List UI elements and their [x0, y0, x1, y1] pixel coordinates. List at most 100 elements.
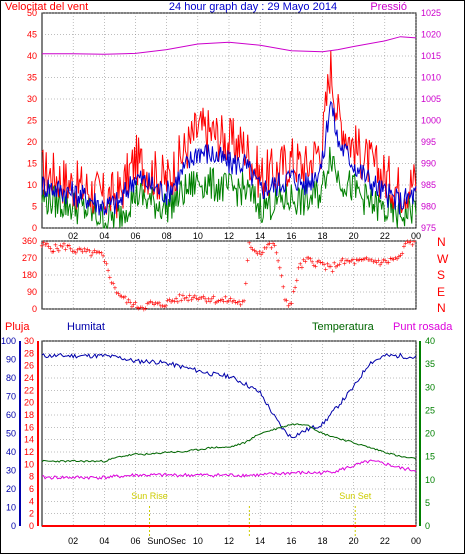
direction-point: +	[48, 244, 53, 253]
direction-point: +	[221, 297, 226, 306]
direction-point: +	[376, 256, 381, 265]
direction-point: +	[289, 299, 294, 308]
direction-point: +	[77, 244, 82, 253]
pressure-y-tick: 1010	[421, 73, 441, 83]
direction-point: +	[148, 297, 153, 306]
humidity-axis-label: Humitat	[67, 321, 105, 333]
direction-point: +	[104, 260, 109, 269]
rain-y-tick: 12	[24, 447, 34, 457]
rain-y-tick: 18	[24, 410, 34, 420]
direction-point: +	[335, 261, 340, 270]
direction-point: +	[179, 296, 184, 305]
direction-point: +	[189, 296, 194, 305]
direction-point: +	[408, 237, 413, 246]
pressure-axis-label: Pressió	[370, 1, 407, 13]
direction-point: +	[395, 255, 400, 264]
direction-point: +	[162, 302, 167, 311]
temp-y-tick: 15	[425, 452, 435, 462]
direction-point: +	[145, 299, 150, 308]
direction-point: +	[296, 264, 301, 273]
humidity-y-tick: 60	[6, 410, 16, 420]
rain-y-tick: 26	[24, 361, 34, 371]
wind-y-tick: 45	[27, 30, 37, 40]
rain-axis-label: Pluja	[5, 321, 30, 333]
temperature-panel: 0102030405060708090100024681012141618202…	[1, 336, 435, 546]
direction-point: +	[94, 248, 99, 257]
sunrise-label: Sun Rise	[131, 491, 168, 501]
direction-point: +	[373, 256, 378, 265]
humidity-line	[41, 352, 417, 439]
rain-y-tick: 8	[29, 472, 34, 482]
direction-point: +	[363, 255, 368, 264]
direction-point: +	[274, 249, 279, 258]
direction-point: +	[278, 263, 283, 272]
direction-point: +	[330, 267, 335, 276]
direction-point: +	[155, 299, 160, 308]
direction-point: +	[152, 300, 157, 309]
direction-point: +	[87, 246, 92, 255]
direction-point: +	[58, 241, 63, 250]
direction-point: +	[303, 257, 308, 266]
direction-point: +	[359, 256, 364, 265]
direction-point: +	[317, 256, 322, 265]
direction-point: +	[213, 298, 218, 307]
direction-point: +	[385, 258, 390, 267]
wind-y-tick: 40	[27, 51, 37, 61]
temperature-x-tick: 18	[317, 536, 327, 546]
temp-y-tick: 10	[425, 475, 435, 485]
pressure-y-tick: 975	[421, 223, 436, 233]
noon-label: SunOSec	[147, 536, 186, 546]
direction-point: +	[288, 299, 293, 308]
temp-y-tick: 30	[425, 382, 435, 392]
direction-point: +	[227, 297, 232, 306]
compass-label: S	[437, 268, 445, 282]
temperature-x-tick: 12	[224, 536, 234, 546]
temperature-x-tick: 00	[411, 536, 421, 546]
direction-point: +	[133, 298, 138, 307]
direction-point: +	[223, 292, 228, 301]
direction-point: +	[347, 257, 352, 266]
temperature-x-tick: 06	[130, 536, 140, 546]
direction-point: +	[131, 300, 136, 309]
direction-point: +	[225, 298, 230, 307]
direction-point: +	[150, 298, 155, 307]
direction-point: +	[203, 294, 208, 303]
direction-point: +	[75, 245, 80, 254]
rain-y-tick: 30	[24, 336, 34, 346]
temp-y-tick: 0	[425, 521, 430, 531]
direction-point: +	[121, 293, 126, 302]
direction-point: +	[402, 242, 407, 251]
direction-point: +	[159, 301, 164, 310]
direction-y-ticks: 0 90 180 270 360	[22, 236, 37, 314]
humidity-y-tick: 70	[6, 392, 16, 402]
direction-point: +	[357, 255, 362, 264]
direction-point: +	[218, 296, 223, 305]
direction-point: +	[91, 248, 96, 257]
chart-title: 24 hour graph day : 29 Mayo 2014	[169, 1, 337, 13]
direction-point: +	[74, 249, 79, 258]
direction-point: +	[381, 255, 386, 264]
direction-point: +	[201, 292, 206, 301]
direction-point: +	[380, 258, 385, 267]
wind-x-tick: 18	[317, 231, 327, 241]
direction-point: +	[233, 298, 238, 307]
direction-point: +	[194, 294, 199, 303]
wind-y-tick: 20	[27, 137, 37, 147]
rain-y-tick: 2	[29, 509, 34, 519]
pressure-y-ticks: 975 980 985 990 995 1000 1005 1010 1015 1020 1025	[421, 8, 441, 233]
direction-point: +	[79, 245, 84, 254]
wind-x-tick: 08	[162, 231, 172, 241]
direction-point: +	[204, 297, 209, 306]
direction-point: +	[67, 241, 72, 250]
direction-point: +	[262, 244, 267, 253]
pressure-y-tick: 990	[421, 159, 436, 169]
rain-y-tick: 24	[24, 373, 34, 383]
temperature-axis-label: Temperatura	[312, 321, 375, 333]
direction-point: +	[252, 246, 257, 255]
direction-point: +	[199, 293, 204, 302]
direction-point: +	[286, 301, 291, 310]
direction-point: +	[184, 293, 189, 302]
wind-x-tick: 10	[193, 231, 203, 241]
direction-point: +	[55, 244, 60, 253]
